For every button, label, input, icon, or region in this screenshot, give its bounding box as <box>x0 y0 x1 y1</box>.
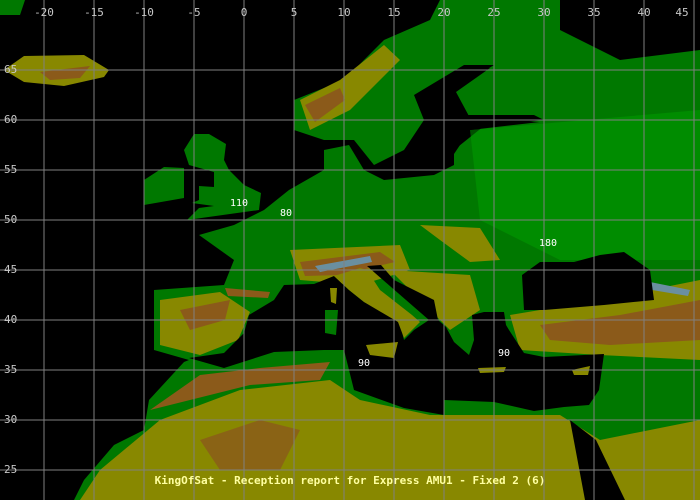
longitude-label: 35 <box>587 6 600 19</box>
map-title: KingOfSat - Reception report for Express… <box>154 474 546 487</box>
contour-value-label: 80 <box>280 208 292 219</box>
balkans <box>390 270 480 330</box>
latitude-label: 35 <box>4 363 17 376</box>
contour-labels: 110 80 180 90 90 <box>230 198 557 369</box>
contour-value-label: 90 <box>358 358 370 369</box>
longitude-label: 0 <box>241 6 248 19</box>
latitude-label: 25 <box>4 463 17 476</box>
latitude-label: 50 <box>4 213 17 226</box>
latitude-label: 40 <box>4 313 17 326</box>
black-sea <box>522 252 654 310</box>
longitude-label: -15 <box>84 6 104 19</box>
great-britain <box>184 134 261 220</box>
latitude-label: 45 <box>4 263 17 276</box>
caucasus <box>640 280 690 296</box>
corsica <box>330 288 337 304</box>
anatolia-brown <box>540 300 700 345</box>
atlas-mountains <box>150 362 330 410</box>
red-sea <box>570 420 625 500</box>
longitude-label: 45 <box>675 6 688 19</box>
mediterranean-sea <box>189 265 604 415</box>
longitude-label: 30 <box>537 6 550 19</box>
pyrenees <box>225 288 270 298</box>
longitude-label: -20 <box>34 6 54 19</box>
latitude-label: 55 <box>4 163 17 176</box>
baltic-sea <box>380 68 540 178</box>
longitude-label: -5 <box>187 6 200 19</box>
coordinate-labels: -20 -15 -10 -5 0 5 10 15 20 25 30 35 40 45 65 60 55 50 45 4… <box>4 6 689 476</box>
longitude-label: 15 <box>387 6 400 19</box>
sicily <box>366 342 398 358</box>
sardinia <box>325 310 338 335</box>
contour-value-label: 110 <box>230 198 248 209</box>
ireland <box>144 167 184 205</box>
iberia-mountains <box>180 300 230 330</box>
longitude-label: -10 <box>134 6 154 19</box>
carpathians <box>420 225 500 262</box>
latitude-label: 65 <box>4 63 17 76</box>
longitude-label: 25 <box>487 6 500 19</box>
plain-east <box>470 110 700 260</box>
greenland-corner <box>0 0 25 15</box>
sea-layer <box>189 68 654 500</box>
contour-value-label: 180 <box>539 238 557 249</box>
longitude-label: 10 <box>337 6 350 19</box>
latitude-label: 30 <box>4 413 17 426</box>
latitude-label: 60 <box>4 113 17 126</box>
contour-value-label: 90 <box>498 348 510 359</box>
longitude-label: 20 <box>437 6 450 19</box>
longitude-label: 5 <box>291 6 298 19</box>
sahara-brown <box>200 420 300 470</box>
norway-brown <box>305 88 345 122</box>
longitude-label: 40 <box>637 6 650 19</box>
